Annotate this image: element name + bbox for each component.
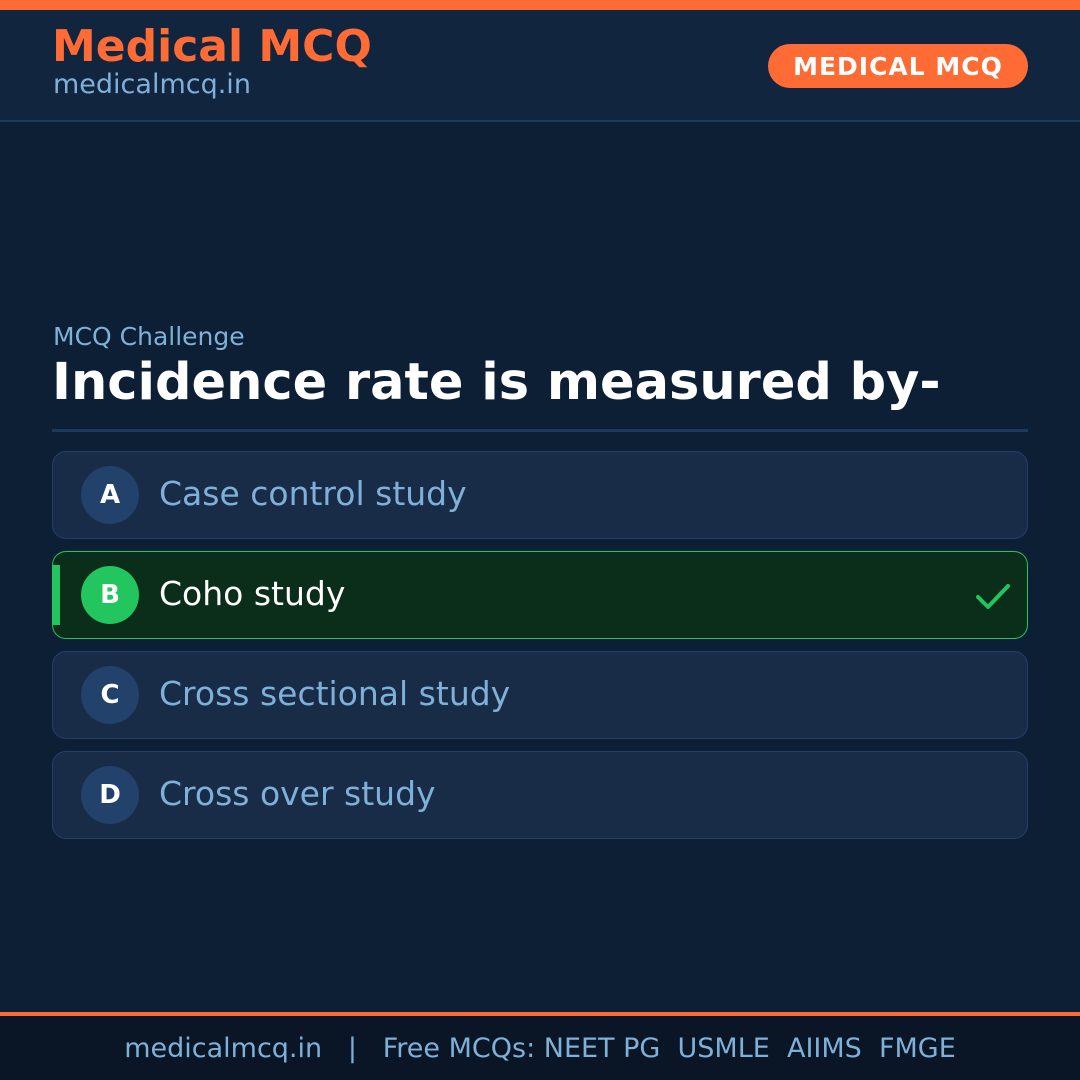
option-letter: D: [81, 766, 139, 824]
checkmark-icon: [976, 584, 1010, 609]
footer-text: medicalmcq.in | Free MCQs: NEET PG USMLE…: [124, 1032, 956, 1064]
footer: medicalmcq.in | Free MCQs: NEET PG USMLE…: [0, 1016, 1080, 1080]
divider: [52, 429, 1028, 432]
option-d[interactable]: D Cross over study: [52, 751, 1028, 839]
option-b[interactable]: B Coho study: [52, 551, 1028, 639]
brand-badge: MEDICAL MCQ: [768, 44, 1028, 88]
top-accent-stripe: [0, 0, 1080, 10]
option-text: Coho study: [159, 574, 346, 613]
section-label: MCQ Challenge: [53, 322, 245, 351]
brand-url[interactable]: medicalmcq.in: [53, 69, 251, 100]
brand-title: Medical MCQ: [52, 21, 372, 72]
header: Medical MCQ medicalmcq.in MEDICAL MCQ: [0, 10, 1080, 122]
option-letter: C: [81, 666, 139, 724]
option-a[interactable]: A Case control study: [52, 451, 1028, 539]
option-c[interactable]: C Cross sectional study: [52, 651, 1028, 739]
option-text: Cross sectional study: [159, 674, 511, 713]
footer-accent-stripe: [0, 1012, 1080, 1016]
option-text: Cross over study: [159, 774, 436, 813]
option-letter: B: [81, 566, 139, 624]
option-letter: A: [81, 466, 139, 524]
option-text: Case control study: [159, 474, 467, 513]
correct-indicator-bar: [53, 565, 60, 625]
question-title: Incidence rate is measured by-: [52, 353, 941, 412]
